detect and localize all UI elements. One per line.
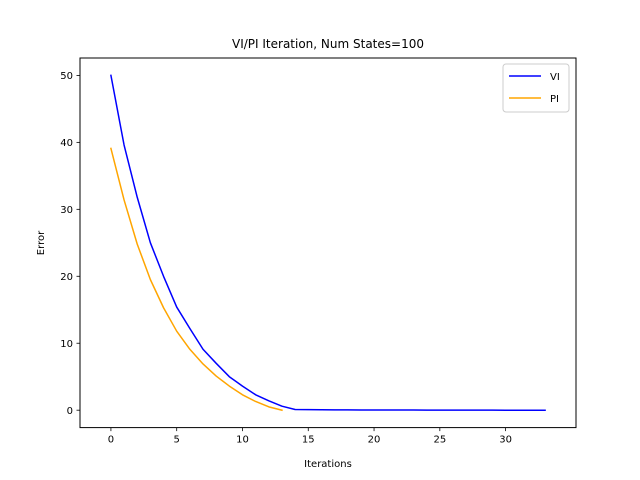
- chart-title: VI/PI Iteration, Num States=100: [232, 37, 424, 51]
- x-axis-label: Iterations: [304, 459, 352, 470]
- legend: VI PI: [502, 63, 570, 113]
- x-tick-label: 25: [433, 435, 446, 446]
- y-tick-label: 0: [67, 406, 73, 417]
- x-tick-label: 20: [368, 435, 381, 446]
- y-tick-label: 50: [60, 71, 73, 82]
- series-line-pi: [110, 147, 283, 412]
- y-axis-label: Error: [36, 230, 47, 255]
- x-tick-label: 0: [108, 435, 114, 446]
- y-ticks: 0 10 20 30 40 50: [60, 71, 80, 417]
- series-line-vi: [110, 74, 546, 411]
- x-tick-label: 30: [499, 435, 512, 446]
- y-tick-label: 20: [60, 272, 73, 283]
- x-tick-label: 5: [174, 435, 180, 446]
- legend-label-pi: PI: [550, 94, 559, 105]
- y-tick-label: 10: [60, 339, 73, 350]
- legend-label-vi: VI: [550, 72, 560, 83]
- y-tick-label: 30: [60, 205, 73, 216]
- x-tick-label: 15: [302, 435, 315, 446]
- x-tick-label: 10: [236, 435, 249, 446]
- plot-frame: [79, 57, 577, 429]
- x-ticks: 0 5 10 15 20 25 30: [108, 427, 512, 446]
- y-tick-label: 40: [60, 138, 73, 149]
- series-layer: [110, 74, 546, 412]
